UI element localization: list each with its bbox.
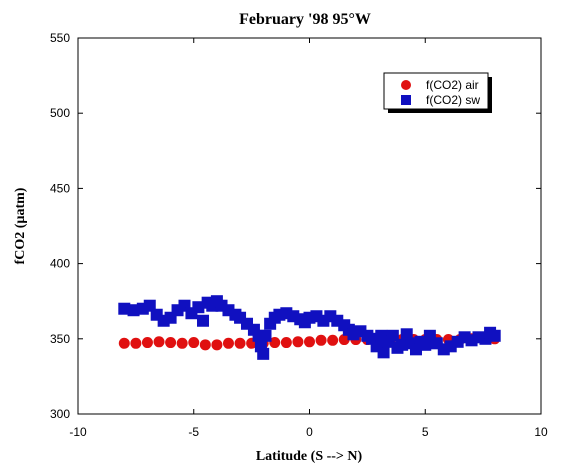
sw-point [143,299,156,312]
air-point [141,337,153,349]
axis-ticks: -10 -5 0 5 10 300 350 400 450 500 550 [50,31,548,439]
air-point [315,334,327,346]
air-point [176,337,188,349]
sw-point [192,301,205,314]
sw-point [386,329,399,342]
sw-point [197,314,210,327]
air-point [338,334,350,346]
air-point [153,336,165,348]
plot-area [118,295,501,360]
legend-marker-air [401,80,411,90]
air-point [234,337,246,349]
x-tick-label: -10 [69,425,87,439]
y-tick-label: 350 [50,332,70,346]
legend: f(CO2) air f(CO2) sw [383,72,492,113]
x-tick-label: 5 [422,425,429,439]
sw-point [127,304,140,317]
x-axis-label: Latitude (S --> N) [256,449,363,464]
sw-point [396,338,409,351]
series-1 [118,295,501,360]
sw-point [377,346,390,359]
air-point [118,337,130,349]
legend-marker-sw [401,95,411,105]
air-point [199,339,211,351]
y-tick-label: 550 [50,31,70,45]
air-point [327,334,339,346]
x-tick-label: 0 [306,425,313,439]
air-point [130,337,142,349]
y-tick-label: 450 [50,181,70,195]
y-tick-label: 400 [50,257,70,271]
sw-point [257,347,270,360]
y-tick-label: 300 [50,407,70,421]
x-tick-label: -5 [188,425,199,439]
air-point [269,337,281,349]
air-point [211,339,223,351]
y-tick-label: 500 [50,106,70,120]
air-point [304,336,315,348]
chart-title: February '98 95°W [239,11,371,28]
legend-label-air: f(CO2) air [426,78,479,92]
sw-point [259,329,272,342]
air-point [280,337,292,349]
legend-label-sw: f(CO2) sw [426,93,480,107]
air-point [292,336,304,348]
sw-point [488,329,501,342]
sw-point [400,328,413,341]
air-point [222,337,234,349]
x-tick-label: 10 [534,425,548,439]
y-axis-label: fCO2 (µatm) [13,187,28,264]
air-point [188,337,200,349]
sw-point [118,302,131,315]
air-point [165,337,177,349]
sw-point [419,338,432,351]
